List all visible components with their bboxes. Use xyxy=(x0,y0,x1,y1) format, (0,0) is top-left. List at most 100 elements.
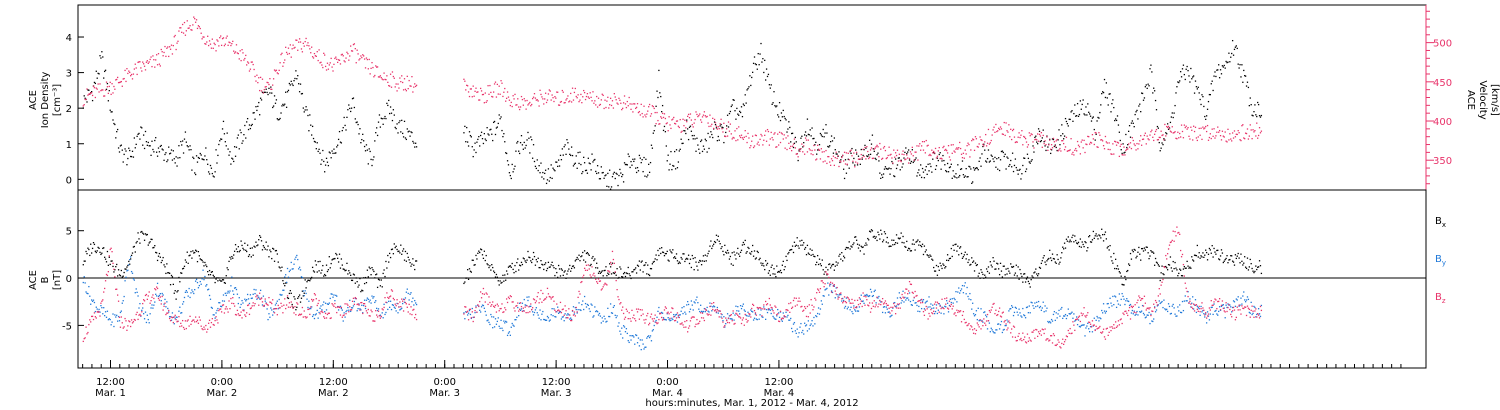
data-point xyxy=(383,303,385,305)
data-point xyxy=(665,123,667,125)
top-data-points xyxy=(82,16,1263,190)
data-point xyxy=(1172,116,1174,119)
data-point xyxy=(149,313,151,315)
data-point xyxy=(168,316,171,318)
data-point xyxy=(1147,83,1149,85)
data-point xyxy=(378,76,381,78)
data-point xyxy=(219,302,221,304)
data-point xyxy=(1248,135,1250,137)
data-point xyxy=(1241,125,1243,127)
data-point xyxy=(298,83,300,85)
data-point xyxy=(159,256,161,258)
data-point xyxy=(1133,126,1135,128)
data-point xyxy=(1039,140,1042,143)
data-point xyxy=(319,62,321,64)
data-point xyxy=(1203,256,1205,259)
data-point xyxy=(479,309,481,312)
data-point xyxy=(998,127,1000,130)
data-point xyxy=(635,106,638,109)
data-point xyxy=(719,125,721,127)
data-point xyxy=(757,251,759,254)
data-point xyxy=(1140,110,1142,113)
data-point xyxy=(584,261,587,263)
data-point xyxy=(278,266,280,268)
data-point xyxy=(517,258,519,260)
data-point xyxy=(234,155,237,157)
data-point xyxy=(549,176,551,179)
data-point xyxy=(578,162,580,165)
data-point xyxy=(185,30,187,32)
data-point xyxy=(412,91,414,93)
data-point xyxy=(223,45,226,47)
data-point xyxy=(1031,133,1033,136)
data-point xyxy=(625,106,628,109)
data-point xyxy=(286,267,289,270)
data-point xyxy=(655,105,657,107)
data-point xyxy=(1240,253,1242,255)
data-point xyxy=(1216,313,1218,315)
data-point xyxy=(197,287,200,289)
data-point xyxy=(334,57,336,60)
data-point xyxy=(894,301,896,304)
data-point xyxy=(1215,253,1217,255)
data-point xyxy=(538,317,540,319)
data-point xyxy=(775,318,777,320)
data-point xyxy=(228,41,230,43)
data-point xyxy=(579,151,581,153)
data-point xyxy=(664,253,667,255)
data-point xyxy=(704,310,706,313)
data-point xyxy=(503,280,505,282)
data-point xyxy=(580,163,582,166)
data-point xyxy=(943,145,945,148)
data-point xyxy=(349,272,351,274)
data-point xyxy=(311,46,313,48)
data-point xyxy=(1206,108,1209,110)
data-point xyxy=(122,275,124,277)
data-point xyxy=(675,313,678,316)
data-point xyxy=(150,307,152,309)
data-point xyxy=(629,103,631,105)
data-point xyxy=(977,275,979,277)
data-point xyxy=(911,304,913,306)
data-point xyxy=(189,296,191,299)
data-point xyxy=(1220,249,1223,251)
data-point xyxy=(352,43,355,46)
data-point xyxy=(925,139,927,142)
data-point xyxy=(1096,235,1098,237)
data-point xyxy=(915,151,917,153)
data-point xyxy=(1247,269,1250,271)
data-point xyxy=(85,250,87,253)
data-point xyxy=(192,250,194,252)
data-point xyxy=(1033,272,1035,274)
data-point xyxy=(717,235,719,237)
data-point xyxy=(801,331,803,334)
data-point xyxy=(962,152,965,154)
data-point xyxy=(532,251,535,254)
data-point xyxy=(272,106,274,109)
data-point xyxy=(711,310,713,312)
data-point xyxy=(533,255,536,258)
data-point xyxy=(1159,279,1161,282)
data-point xyxy=(156,282,159,285)
data-point xyxy=(922,149,925,151)
data-point xyxy=(959,246,962,248)
data-point xyxy=(1176,138,1178,140)
data-point xyxy=(1201,94,1203,96)
data-point xyxy=(615,99,617,101)
data-point xyxy=(200,283,202,285)
data-point xyxy=(822,128,824,131)
data-point xyxy=(945,265,947,268)
data-point xyxy=(764,260,767,262)
data-point xyxy=(240,131,242,134)
data-point xyxy=(358,59,360,61)
data-point xyxy=(204,275,206,278)
data-point xyxy=(630,108,632,110)
data-point xyxy=(1054,144,1056,146)
data-point xyxy=(127,264,129,267)
data-point xyxy=(1094,131,1096,134)
data-point xyxy=(1041,137,1043,139)
data-point xyxy=(1251,267,1253,270)
data-point xyxy=(988,161,991,163)
data-point xyxy=(675,120,678,122)
data-point xyxy=(1259,116,1262,118)
